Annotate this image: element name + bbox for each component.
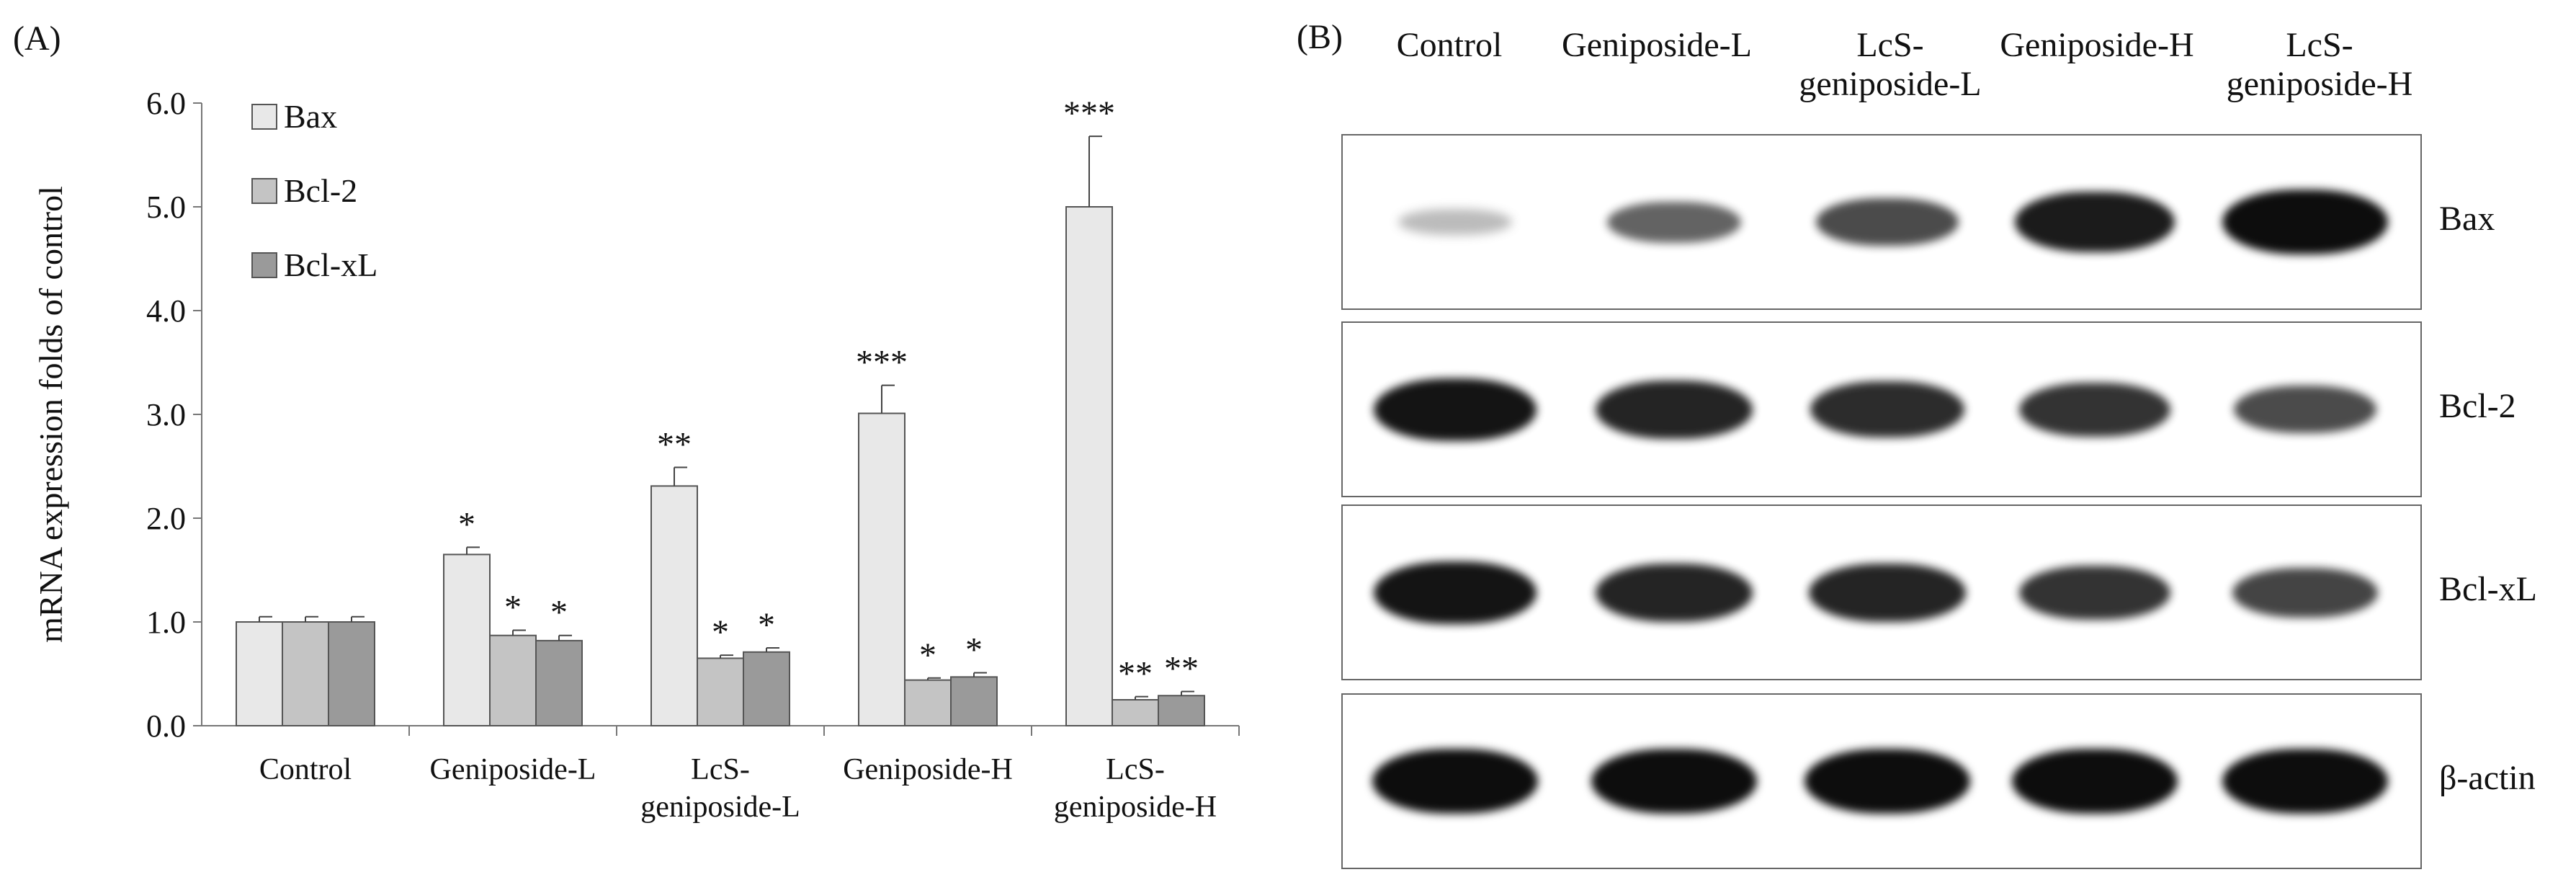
panel-a-label: (A) (13, 19, 61, 58)
bar-bax (650, 485, 698, 726)
bar-bcl-2 (489, 634, 537, 726)
blot-band (1607, 201, 1741, 243)
blot-row-label: β-actin (2439, 759, 2536, 797)
significance-marker: * (919, 636, 936, 675)
blot-band (1591, 749, 1757, 814)
x-tick-label: Control (259, 753, 352, 786)
significance-marker: * (758, 606, 775, 644)
bar-bcl-xl (535, 639, 583, 726)
lane-header: LcS- geniposide-H (2226, 26, 2413, 103)
bar-bcl-2 (904, 679, 952, 727)
bar-bcl-xl (328, 621, 375, 726)
lane-header: Control (1396, 26, 1503, 64)
panel-b-label: (B) (1297, 18, 1343, 56)
blot-row-label: Bcl-2 (2439, 387, 2516, 425)
bar-bcl-2 (282, 621, 329, 726)
significance-marker: *** (856, 344, 908, 382)
y-axis-title: mRNA expression folds of control (32, 186, 69, 643)
bar-chart: 0.0 1.0 2.0 3.0 4.0 5.0 6.0 mRNA expression fol… (32, 86, 1240, 824)
blot-band (2232, 567, 2378, 618)
blot-band (2019, 565, 2170, 620)
significance-marker: * (550, 594, 568, 632)
bar-bax (443, 553, 491, 727)
bar-bcl-xl (1158, 695, 1205, 726)
x-tick-label: LcS-geniposide-H (1054, 753, 1217, 824)
blot-strip (1341, 504, 2422, 680)
blot-band (1374, 561, 1537, 624)
blot-band (1816, 198, 1959, 246)
significance-marker: ** (1164, 649, 1199, 688)
x-tick-label: Geniposide-L (430, 753, 596, 786)
blot-band (2015, 192, 2175, 252)
blot-strip (1341, 693, 2422, 869)
lane-header: LcS- geniposide-L (1799, 26, 1982, 103)
blot-band (2019, 382, 2170, 437)
blot-band (2234, 386, 2376, 433)
blot-band (2222, 749, 2388, 814)
blot-band (1809, 563, 1966, 622)
blot-row-label: Bax (2439, 200, 2495, 238)
significance-marker: * (504, 589, 522, 627)
y-tick-label: 4.0 (146, 293, 186, 329)
y-tick-label: 0.0 (146, 708, 186, 744)
bar-bax (236, 621, 283, 726)
lane-header: Geniposide-H (2000, 26, 2194, 64)
bar-bax (858, 412, 905, 726)
blot-band (1804, 749, 1970, 814)
blot-band (1374, 378, 1537, 441)
legend-swatch (251, 252, 277, 278)
bar-bcl-xl (950, 676, 998, 727)
y-tick-label: 2.0 (146, 501, 186, 536)
blot-row-label: Bcl-xL (2439, 570, 2537, 608)
legend-label: Bcl-xL (284, 246, 377, 283)
x-tick-label: LcS-geniposide-L (640, 753, 800, 824)
bar-bcl-xl (743, 651, 790, 727)
blot-band (2012, 749, 2178, 814)
lane-header: Geniposide-L (1562, 26, 1752, 64)
legend-swatch (251, 104, 277, 130)
blot-band (1398, 209, 1512, 235)
y-tick-label: 6.0 (146, 86, 186, 121)
legend-label: Bcl-2 (284, 172, 357, 209)
significance-marker: ** (1118, 655, 1153, 693)
x-tick-label: Geniposide-H (843, 753, 1013, 786)
legend-label: Bax (284, 98, 337, 135)
blot-band (1596, 380, 1753, 439)
blot-band (1372, 749, 1538, 814)
blot-strip (1341, 321, 2422, 497)
significance-marker: ** (657, 425, 692, 463)
significance-marker: * (965, 631, 983, 670)
blot-strip (1341, 134, 2422, 310)
blot-band (1596, 563, 1753, 622)
bar-bax (1065, 206, 1113, 726)
blot-band (1810, 381, 1964, 437)
bar-bcl-2 (697, 657, 744, 727)
y-tick-label: 1.0 (146, 605, 186, 640)
y-tick-label: 3.0 (146, 397, 186, 432)
y-tick-label: 5.0 (146, 190, 186, 225)
significance-marker: *** (1063, 94, 1115, 133)
legend-swatch (251, 178, 277, 204)
significance-marker: * (712, 613, 729, 651)
blot-band (2222, 190, 2388, 254)
significance-marker: * (458, 505, 475, 543)
bar-bcl-2 (1112, 699, 1159, 726)
